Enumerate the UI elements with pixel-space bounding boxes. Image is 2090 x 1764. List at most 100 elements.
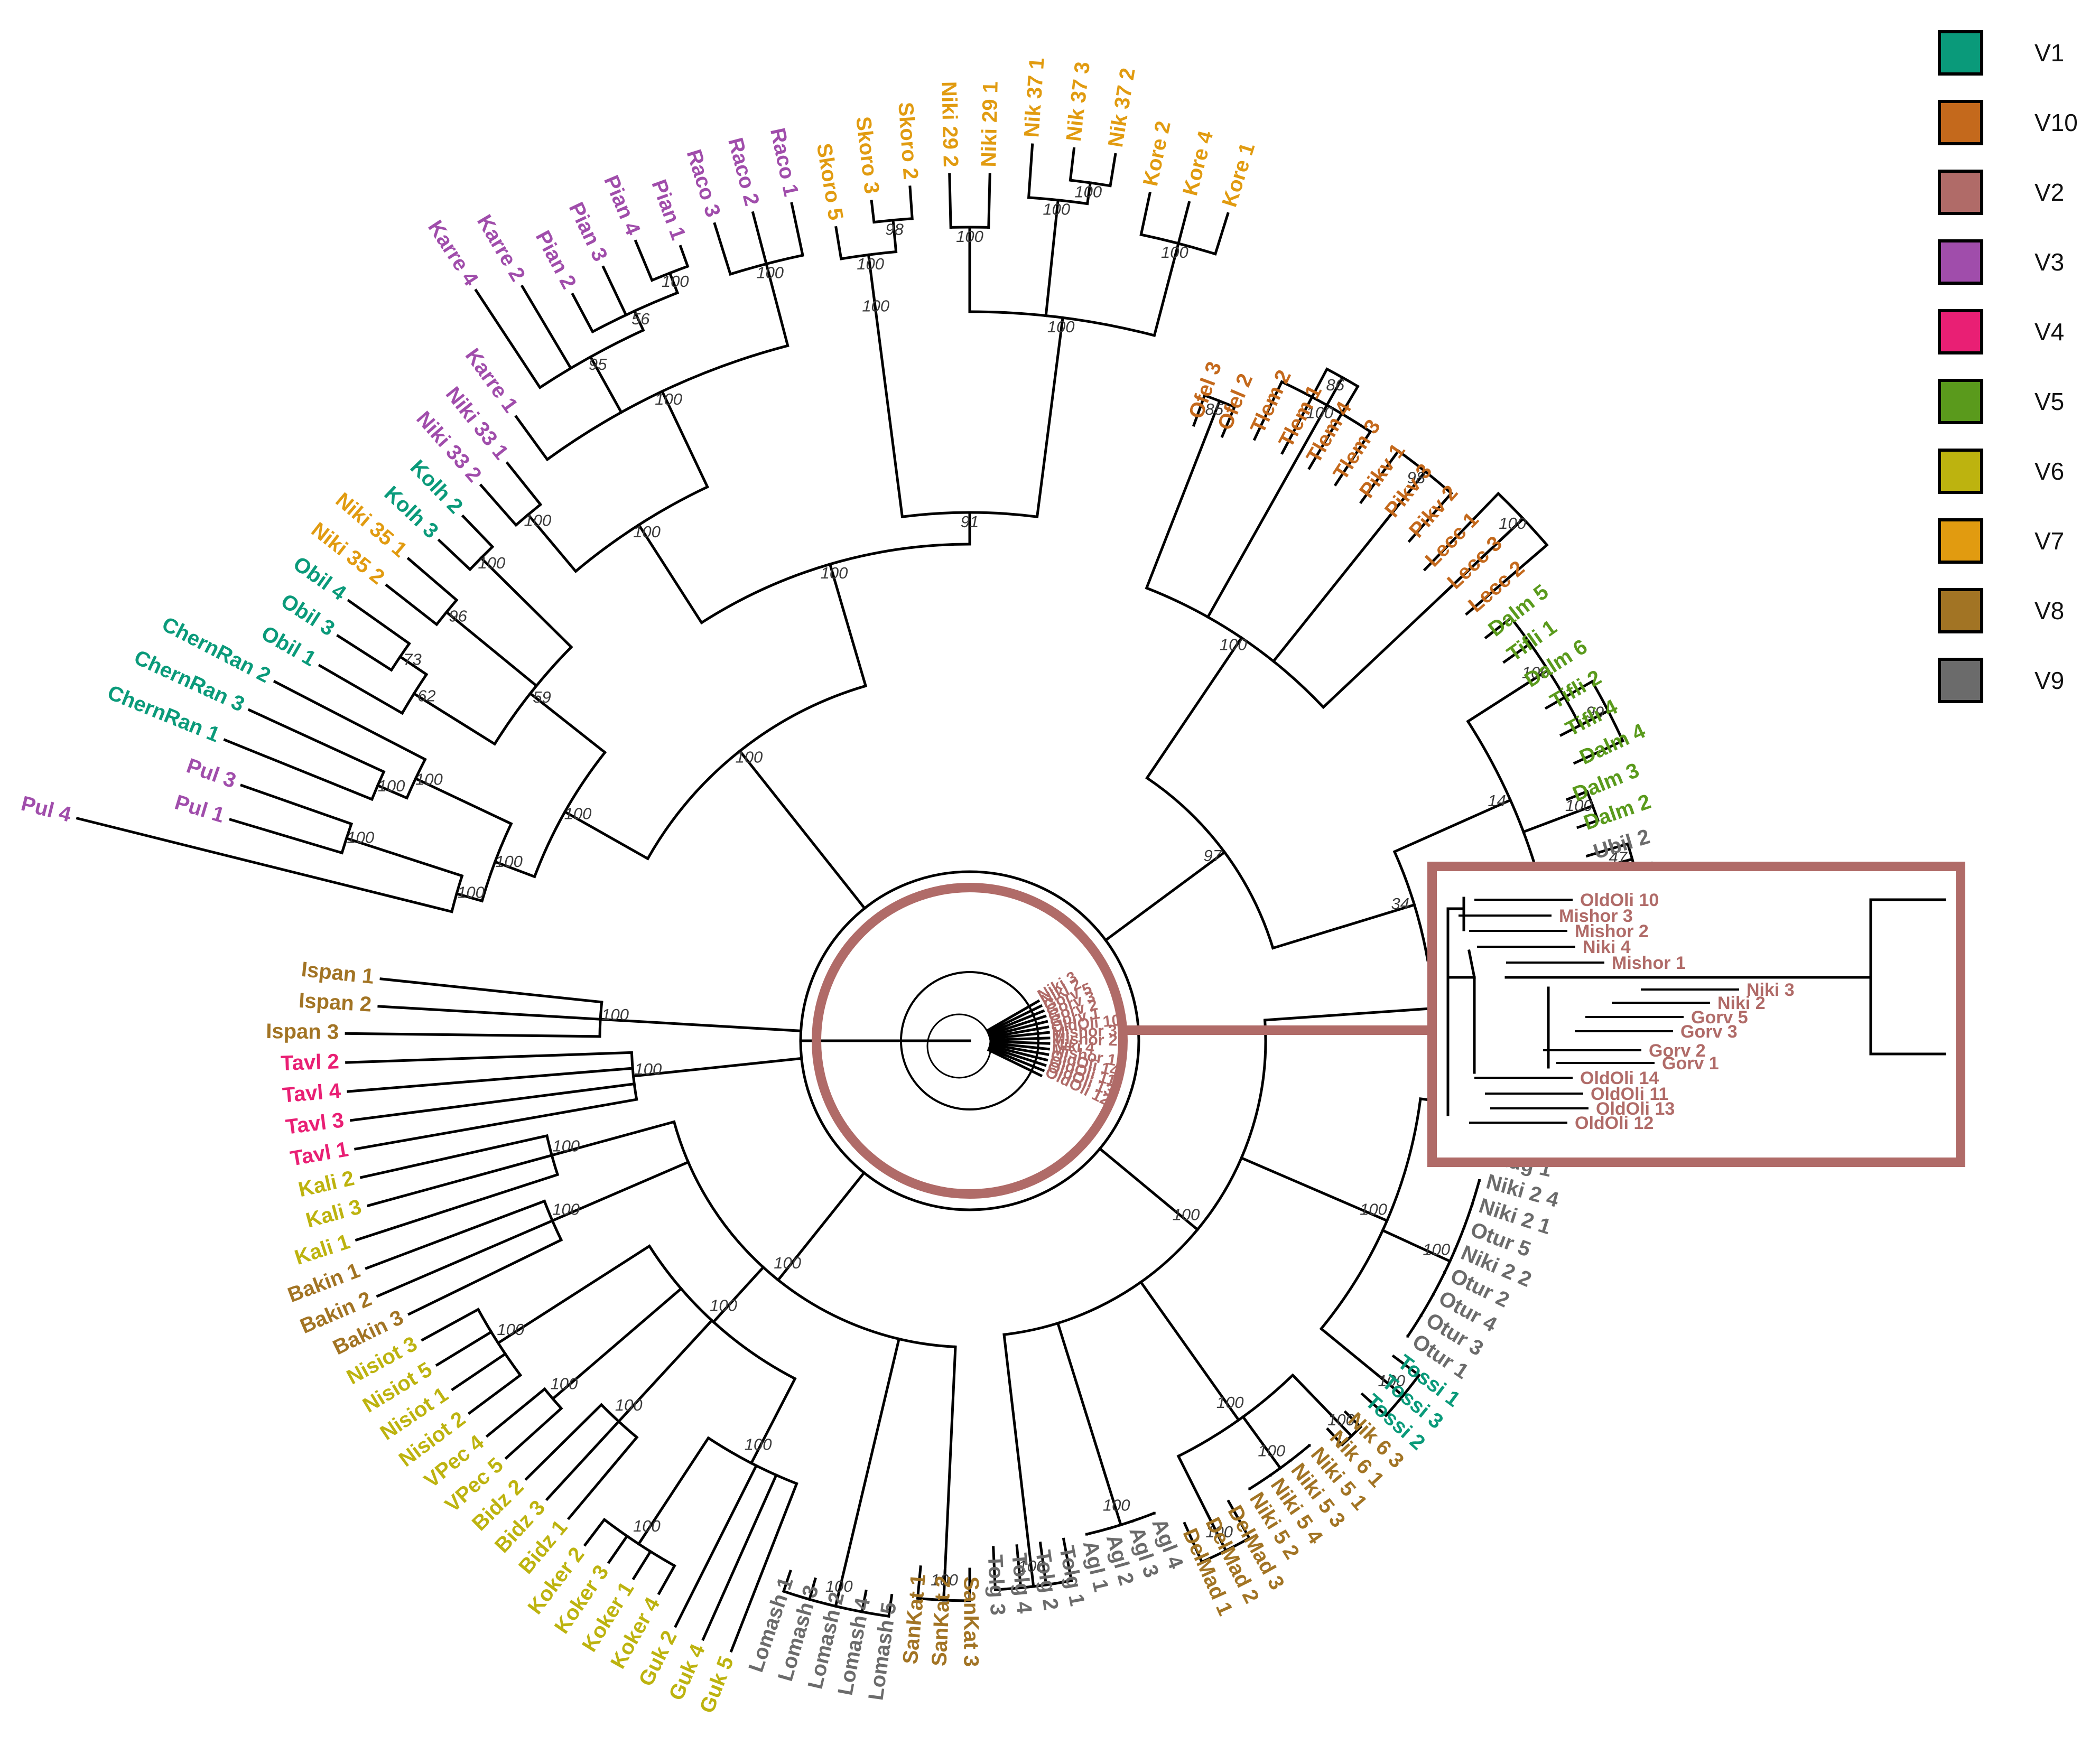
tree-node-arc	[1249, 1444, 1311, 1490]
tip-label: Tavl 1	[289, 1137, 350, 1171]
tree-branch	[414, 777, 513, 826]
legend-swatch	[1938, 449, 1983, 494]
center-cluster-label: Mishor 2	[1052, 1030, 1118, 1049]
legend-swatch	[1938, 588, 1983, 633]
tree-branch	[376, 783, 409, 800]
tree-branch	[1407, 491, 1453, 543]
tree-node-arc	[574, 486, 708, 573]
tip-label: SanKat 3	[959, 1576, 982, 1667]
tree-branch	[916, 1565, 922, 1600]
tree-branch	[336, 634, 394, 672]
legend-label: V8	[2035, 597, 2064, 624]
tree-branch	[526, 512, 578, 573]
bootstrap-value: 100	[862, 296, 889, 315]
inset-tip-label: OldOli 13	[1596, 1099, 1675, 1119]
tip-label: Kore 4	[1178, 128, 1218, 198]
tree-branch	[1325, 376, 1344, 407]
bootstrap-value: 100	[662, 272, 689, 291]
inset-tip-label: Mishor 1	[1612, 953, 1686, 973]
tree-branch	[872, 295, 904, 518]
tip-label: Tavl 3	[284, 1108, 345, 1139]
tree-branch	[485, 1387, 547, 1438]
tree-branch	[1280, 367, 1329, 455]
bootstrap-value: 100	[655, 390, 682, 408]
bootstrap-value: 100	[378, 777, 405, 795]
tree-branch	[571, 292, 595, 334]
tree-branch	[1183, 1522, 1204, 1564]
tree-branch	[1423, 491, 1500, 572]
tip-label: Pul 1	[172, 790, 227, 827]
tree-branch	[637, 523, 704, 625]
tree-branch	[870, 200, 876, 224]
tree-branch	[479, 483, 518, 527]
bootstrap-value: 85	[1205, 400, 1223, 418]
legend-label: V4	[2035, 318, 2064, 346]
bootstrap-value: 100	[1378, 1371, 1405, 1390]
tree-branch	[834, 226, 843, 260]
center-cluster-branch	[989, 1040, 1051, 1045]
tree-branch	[545, 1420, 621, 1501]
bootstrap-value: 100	[1103, 1496, 1130, 1515]
legend: V1 V10 V2 V3 V4 V5 V6 V7 V8 V9	[1938, 30, 2078, 703]
bootstrap-value: 100	[956, 227, 983, 246]
tree-node-arc	[1406, 1180, 1481, 1337]
bootstrap-value: 100	[601, 1005, 629, 1024]
tree-branch	[1220, 405, 1237, 438]
tree-branch	[1103, 850, 1227, 942]
inset-tip-label: OldOli 11	[1591, 1084, 1668, 1104]
tree-branch	[461, 514, 495, 549]
bootstrap-value: 86	[1326, 376, 1344, 394]
center-cluster-branch	[987, 1047, 1045, 1072]
bootstrap-value: 100	[1522, 663, 1549, 682]
center-cluster-branch	[988, 1044, 1048, 1062]
legend-label: V5	[2035, 388, 2064, 415]
tree-branch	[660, 389, 710, 489]
tree-branch	[451, 1352, 507, 1392]
tip-label: Pian 3	[564, 199, 612, 265]
tree-branch	[1109, 153, 1117, 188]
tree-branch	[1213, 212, 1230, 256]
tree-branch	[634, 239, 654, 282]
center-cluster-branch	[989, 1031, 1050, 1040]
tree-branch	[1069, 147, 1076, 182]
legend-label: V3	[2035, 248, 2064, 276]
tip-label: Ispan 2	[298, 989, 372, 1016]
tree-node-arc	[1004, 1020, 1267, 1336]
tree-branch	[631, 1057, 803, 1078]
tree-branch	[505, 461, 543, 507]
tree-branch	[790, 202, 804, 257]
bootstrap-value: 100	[745, 1435, 772, 1454]
tree-branch	[834, 1584, 842, 1608]
tree-branch	[1521, 804, 1595, 834]
center-cluster-branch	[988, 1046, 1047, 1067]
bootstrap-value: 100	[1258, 1441, 1285, 1460]
legend-swatch	[1938, 658, 1983, 703]
inset-tip-label: OldOli 14	[1580, 1068, 1659, 1088]
tree-branch	[1392, 798, 1512, 854]
tree-branch	[751, 211, 768, 266]
tree-branch	[347, 599, 411, 646]
center-cluster-branch	[989, 1041, 1050, 1051]
bootstrap-value: 100	[1161, 243, 1188, 262]
tip-label: Tavl 2	[280, 1050, 339, 1075]
legend-swatch	[1938, 518, 1983, 564]
bootstrap-value: 100	[633, 1517, 661, 1535]
tree-branch	[589, 355, 624, 414]
bootstrap-value: 99	[1586, 703, 1604, 721]
tree-branch	[496, 1244, 652, 1345]
bootstrap-value: 14	[1488, 791, 1506, 810]
tip-label: Raco 3	[682, 147, 725, 220]
tree-branch	[1145, 636, 1243, 780]
tree-branch	[240, 783, 354, 826]
legend-swatch	[1938, 379, 1983, 424]
center-mini-ring-inner	[926, 1013, 992, 1079]
tree-branch	[318, 664, 404, 715]
tree-branch	[711, 1265, 765, 1324]
inset-tip-label: Gorv 5	[1691, 1007, 1748, 1028]
tree-branch	[524, 1403, 603, 1481]
bootstrap-value: 100	[478, 554, 505, 572]
tree-node-arc	[708, 1436, 797, 1485]
bootstrap-value: 100	[736, 748, 763, 767]
tree-branch	[345, 1051, 633, 1064]
